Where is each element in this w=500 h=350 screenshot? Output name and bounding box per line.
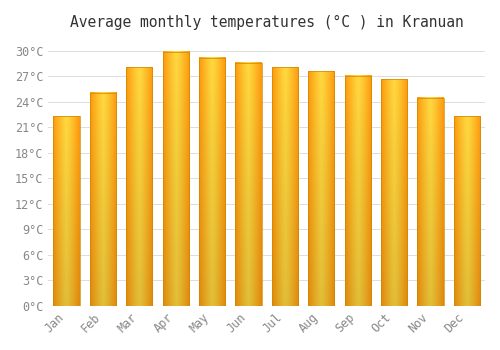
- Bar: [344, 76, 370, 306]
- Bar: [418, 98, 444, 306]
- Bar: [308, 71, 334, 306]
- Bar: [90, 92, 116, 306]
- Bar: [236, 63, 262, 306]
- Bar: [162, 52, 189, 306]
- Bar: [54, 116, 80, 306]
- Bar: [272, 67, 298, 306]
- Bar: [381, 79, 407, 306]
- Bar: [126, 67, 152, 306]
- Title: Average monthly temperatures (°C ) in Kranuan: Average monthly temperatures (°C ) in Kr…: [70, 15, 464, 30]
- Bar: [199, 58, 225, 306]
- Bar: [454, 116, 480, 306]
